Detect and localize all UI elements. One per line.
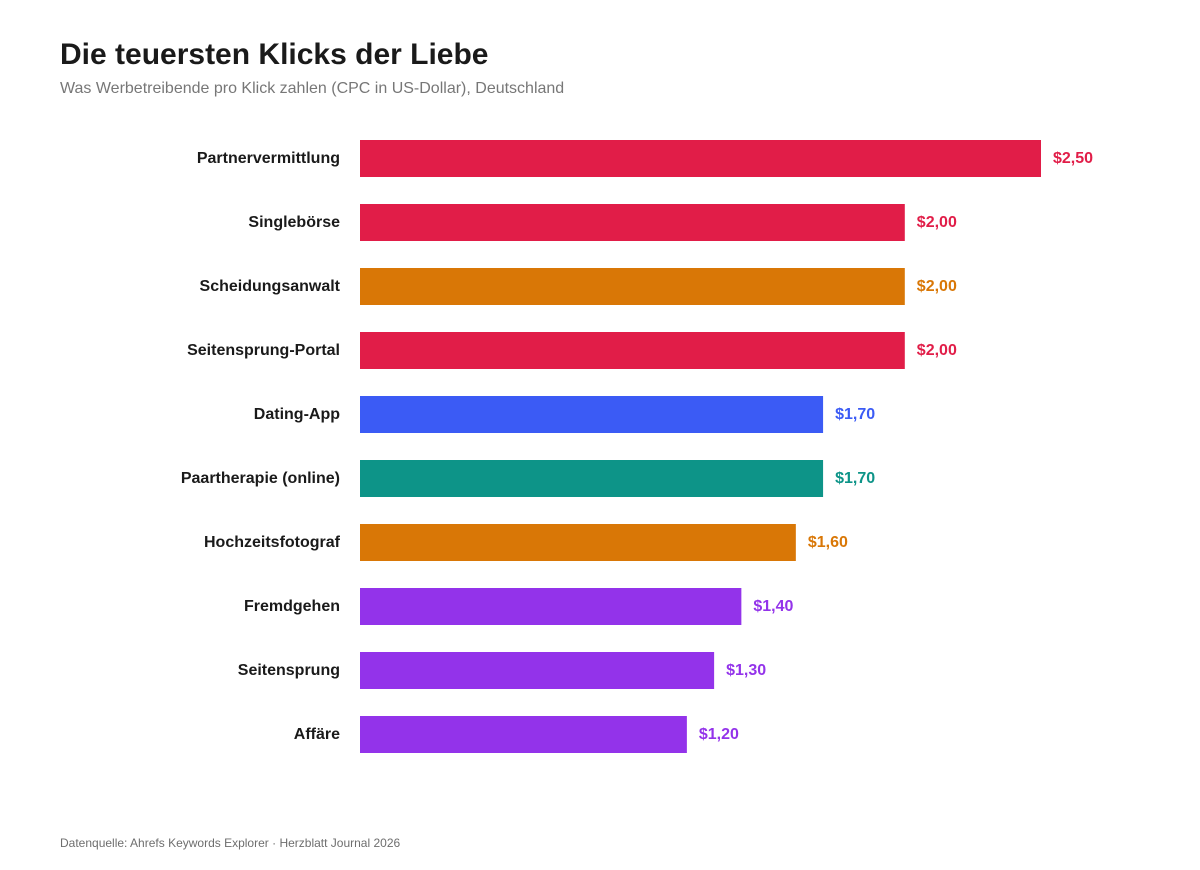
value-label: $1,40	[753, 598, 793, 615]
value-label: $2,00	[917, 214, 957, 231]
bar	[360, 140, 1041, 177]
value-label: $2,00	[917, 342, 957, 359]
bar	[360, 716, 687, 753]
bar	[360, 588, 742, 625]
category-label: Paartherapie (online)	[181, 470, 340, 487]
bar	[360, 524, 796, 561]
category-label: Partnervermittlung	[197, 150, 340, 167]
value-label: $2,50	[1053, 150, 1093, 167]
value-label: $1,60	[808, 534, 848, 551]
category-label: Affäre	[294, 726, 340, 743]
bar	[360, 652, 715, 689]
value-label: $2,00	[917, 278, 957, 295]
chart-title: Die teuersten Klicks der Liebe	[60, 38, 489, 71]
bar	[360, 268, 905, 305]
value-label: $1,70	[835, 406, 875, 423]
category-label: Fremdgehen	[244, 598, 340, 615]
bar	[360, 396, 824, 433]
bar	[360, 460, 824, 497]
chart-subtitle: Was Werbetreibende pro Klick zahlen (CPC…	[60, 80, 565, 97]
value-label: $1,30	[726, 662, 766, 679]
value-label: $1,70	[835, 470, 875, 487]
category-label: Dating-App	[254, 406, 340, 423]
category-label: Scheidungsanwalt	[200, 278, 341, 295]
category-label: Singlebörse	[248, 214, 340, 231]
bar	[360, 332, 905, 369]
category-label: Hochzeitsfotograf	[204, 534, 341, 551]
bar-chart: Partnervermittlung $2,50 Singlebörse $2,00 S…	[181, 140, 1093, 753]
value-label: $1,20	[699, 726, 739, 743]
category-label: Seitensprung-Portal	[187, 342, 340, 359]
source-note: Datenquelle: Ahrefs Keywords Explorer · …	[60, 836, 401, 850]
bar	[360, 204, 905, 241]
category-label: Seitensprung	[238, 662, 340, 679]
